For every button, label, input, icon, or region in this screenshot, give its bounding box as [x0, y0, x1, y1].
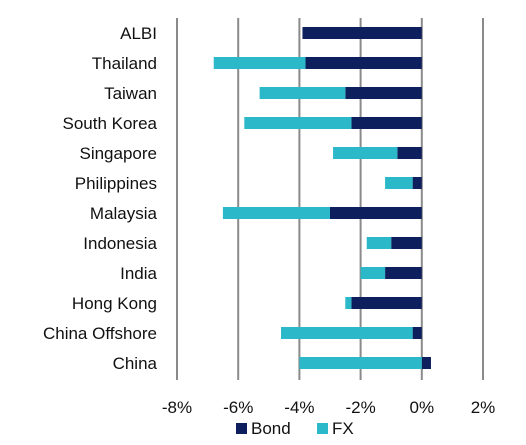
- bar-fx-south-korea: [244, 117, 352, 129]
- legend-swatch-bond: [236, 423, 247, 434]
- x-tick-label: -2%: [345, 398, 375, 417]
- bar-bond-china: [421, 357, 431, 369]
- bar-bond-thailand: [305, 57, 422, 69]
- x-tick-label: 0%: [410, 398, 435, 417]
- bar-bond-singapore: [397, 147, 422, 159]
- bar-fx-philippines: [385, 177, 413, 189]
- bar-fx-india: [360, 267, 386, 279]
- bar-fx-indonesia: [366, 237, 392, 249]
- bar-fx-hong-kong: [345, 297, 352, 309]
- bar-bond-china-offshore: [412, 327, 422, 339]
- bar-fx-taiwan: [259, 87, 346, 99]
- bar-fx-thailand: [213, 57, 306, 69]
- legend-swatch-fx: [317, 423, 328, 434]
- bar-bond-hong-kong: [351, 297, 422, 309]
- bar-fx-china-offshore: [281, 327, 413, 339]
- gridlines: [176, 18, 484, 380]
- bar-bond-philippines: [412, 177, 422, 189]
- bar-bond-albi: [302, 27, 422, 39]
- category-label: Philippines: [75, 174, 157, 193]
- legend-label-fx: FX: [332, 419, 354, 438]
- category-label: Malaysia: [90, 204, 158, 223]
- x-tick-label: 2%: [471, 398, 496, 417]
- bar-bond-indonesia: [391, 237, 422, 249]
- legend-label-bond: Bond: [251, 419, 291, 438]
- category-label: ALBI: [120, 24, 157, 43]
- category-label: China: [113, 354, 158, 373]
- x-tick-label: -8%: [162, 398, 192, 417]
- category-label: South Korea: [62, 114, 157, 133]
- bar-fx-china: [299, 357, 422, 369]
- category-labels: ALBI Thailand Taiwan South Korea Singapore Ph…: [43, 24, 158, 373]
- legend: Bond FX: [236, 419, 354, 438]
- bar-bond-malaysia: [330, 207, 422, 219]
- category-label: Indonesia: [83, 234, 157, 253]
- category-label: Taiwan: [104, 84, 157, 103]
- bars: [213, 27, 431, 369]
- category-label: Hong Kong: [72, 294, 157, 313]
- category-label: Singapore: [79, 144, 157, 163]
- bar-fx-singapore: [333, 147, 398, 159]
- bar-bond-india: [385, 267, 422, 279]
- bar-bond-taiwan: [345, 87, 422, 99]
- category-label: Thailand: [92, 54, 157, 73]
- bar-bond-south-korea: [351, 117, 422, 129]
- x-tick-label: -6%: [223, 398, 253, 417]
- category-label: China Offshore: [43, 324, 157, 343]
- bar-fx-malaysia: [222, 207, 330, 219]
- x-tick-labels: -8% -6% -4% -2% 0% 2%: [162, 398, 495, 417]
- x-tick-label: -4%: [284, 398, 314, 417]
- category-label: India: [120, 264, 157, 283]
